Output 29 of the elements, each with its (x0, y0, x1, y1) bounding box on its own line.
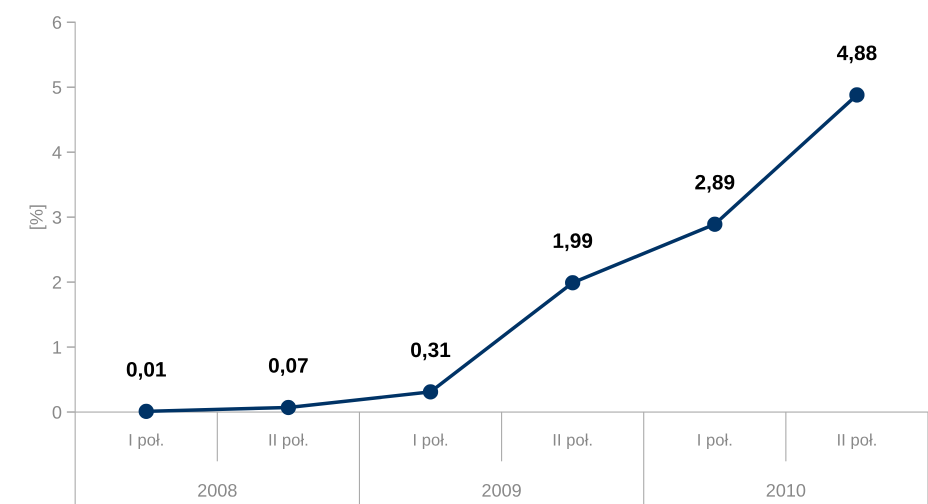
x-tick-label: II poł. (270, 433, 308, 450)
text: 2008 (198, 484, 237, 497)
text: 2010 (766, 484, 806, 497)
text: 2009 (482, 484, 521, 497)
y-tick-label: 1 (53, 341, 62, 354)
data-label: 1,99 (554, 233, 592, 252)
y-tick-label: 4 (52, 146, 62, 159)
x-tick-label: I poł. (130, 433, 163, 450)
y-axis-title: [%] (30, 205, 46, 229)
point (707, 216, 722, 232)
data-label: 2,89 (695, 174, 734, 193)
point (849, 87, 865, 103)
x-tick-label: II poł. (838, 433, 876, 450)
y-tick-label: 2 (52, 276, 62, 289)
x-tick-label: II poł. (554, 433, 592, 450)
x-tick-label: I poł. (414, 433, 448, 450)
y-tick-label: 6 (52, 16, 62, 29)
point (422, 384, 438, 400)
point (280, 400, 296, 416)
y-tick-label: 5 (52, 81, 62, 94)
point (138, 404, 154, 420)
data-label: 0,31 (411, 342, 450, 360)
point (565, 275, 580, 290)
x-tick-label: I poł. (698, 433, 732, 450)
data-label: 0,01 (126, 362, 166, 380)
data-label: 4,88 (836, 46, 877, 64)
y-tick-label: 0 (52, 406, 62, 419)
data-label: 0,07 (268, 358, 308, 376)
y-tick-label: 3 (52, 211, 62, 224)
